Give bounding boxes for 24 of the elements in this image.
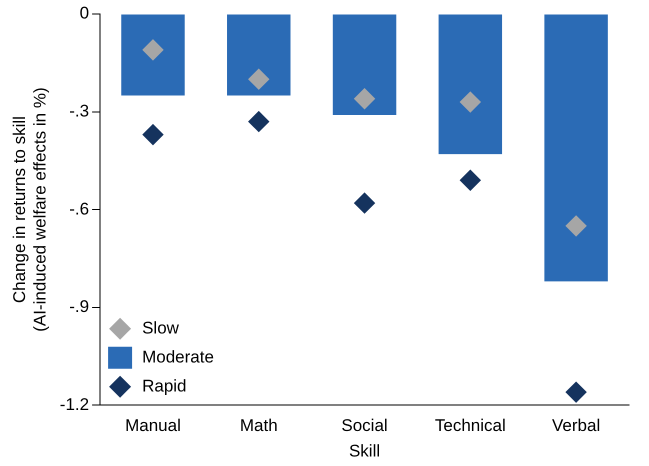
legend-label: Rapid — [142, 376, 187, 396]
legend-label: Slow — [142, 318, 180, 338]
y-tick-label: -.3 — [69, 101, 90, 120]
y-tick-label: -.6 — [69, 199, 90, 218]
x-tick-label: Math — [240, 416, 278, 436]
point — [460, 170, 481, 191]
point — [354, 88, 376, 110]
x-tick-label: Manual — [125, 416, 181, 436]
x-tick-label: Social — [341, 416, 388, 436]
point — [248, 111, 270, 132]
point — [142, 124, 164, 146]
x-axis-title: Skill — [348, 441, 380, 460]
point — [354, 192, 376, 214]
point — [460, 92, 481, 113]
legend-label: Moderate — [142, 347, 214, 366]
y-tick-label: -1.2 — [60, 394, 90, 414]
point — [248, 68, 270, 90]
x-tick-label: Verbal — [552, 416, 600, 436]
y-tick-label: 0 — [80, 4, 90, 23]
point — [566, 215, 587, 236]
y-axis-title: Change in returns to skill (AI-induced welfare effects in %) — [10, 87, 50, 332]
x-tick-label: Technical — [434, 416, 506, 436]
y-tick-label: -.9 — [69, 297, 90, 316]
point — [566, 382, 587, 403]
